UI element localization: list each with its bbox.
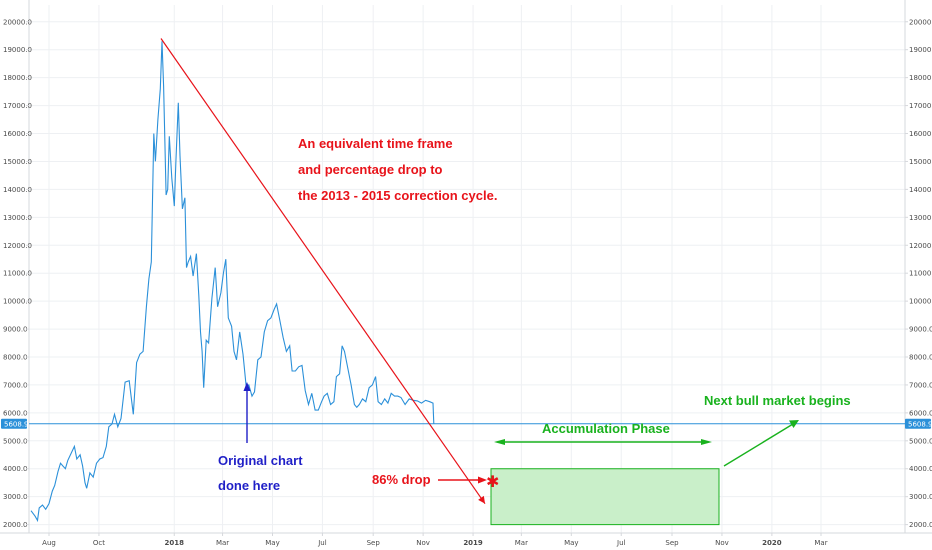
y-tick-label-left: 11000.0 [3,270,32,278]
peak-to-bottom-trend-line [160,38,486,505]
grid [29,5,905,533]
x-tick-label: Sep [665,539,679,547]
x-tick-label: Mar [216,539,229,547]
y-tick-label-left: 14000.0 [3,186,32,194]
price-tag-left-text: 5608.9 [4,420,29,428]
y-tick-labels-right: 2000.0 3000.0 4000.0 5000.0 6000.0 7000.0 8000… [905,18,932,529]
y-tick-label-left: 10000.0 [3,298,32,306]
y-tick-label-left: 12000.0 [3,242,32,250]
y-tick-label-right: 20000.0 [909,18,932,26]
y-tick-label-left: 15000.0 [3,158,32,166]
y-tick-label-right: 16000.0 [909,130,932,138]
annotation-accumulation-label: Accumulation Phase [542,421,670,436]
y-tick-label-left: 2000.0 [3,521,28,529]
x-tick-label: Oct [93,539,105,547]
axes [0,0,932,534]
x-tick-label: Nov [416,539,430,547]
x-tick-label: Nov [715,539,729,547]
x-tick-label: Mar [814,539,827,547]
x-tick-labels: Aug Oct 2018 Mar May Jul Sep Nov 2019 Mar May Jul Se… [42,533,828,547]
y-tick-label-right: 5000.0 [909,437,932,445]
y-tick-label-left: 7000.0 [3,381,28,389]
y-tick-label-left: 16000.0 [3,130,32,138]
x-tick-label: Jul [317,539,327,547]
y-tick-label-right: 14000.0 [909,186,932,194]
y-tick-label-left: 17000.0 [3,102,32,110]
bull-market-arrow-line [723,423,794,467]
y-tick-label-left: 5000.0 [3,437,28,445]
y-tick-label-right: 4000.0 [909,465,932,473]
y-tick-label-right: 12000.0 [909,242,932,250]
y-tick-label-right: 11000.0 [909,270,932,278]
y-tick-label-right: 3000.0 [909,493,932,501]
x-tick-label: 2019 [463,539,483,547]
y-tick-label-right: 13000.0 [909,214,932,222]
x-tick-label: May [564,539,578,547]
price-series-line [30,41,435,523]
y-tick-label-right: 6000.0 [909,409,932,417]
annotation-bull-market-label: Next bull market begins [704,393,851,408]
y-tick-label-left: 19000.0 [3,46,32,54]
y-tick-label-right: 9000.0 [909,326,932,334]
x-tick-label: Mar [515,539,528,547]
annotation-main-line-3: the 2013 - 2015 correction cycle. [298,188,497,203]
x-tick-label: Aug [42,539,56,547]
y-tick-label-left: 13000.0 [3,214,32,222]
y-tick-label-right: 19000.0 [909,46,932,54]
bull-market-arrowhead [789,420,799,428]
x-tick-label: Sep [367,539,381,547]
price-tag-right-text: 5608.9 [908,420,932,428]
accumulation-box [490,468,720,526]
original-chart-arrowhead [243,382,251,391]
bottom-asterisk-icon: ✱ [486,472,499,491]
x-tick-label: May [265,539,279,547]
y-tick-label-left: 20000.0 [3,18,32,26]
annotation-original-chart-line-2: done here [218,478,280,493]
x-tick-label: 2018 [165,539,185,547]
annotation-main-line-2: and percentage drop to [298,162,443,177]
annotation-main-line-1: An equivalent time frame [298,136,453,151]
drop-arrowhead [478,476,487,484]
y-tick-label-left: 18000.0 [3,74,32,82]
trend-arrowhead [478,495,485,504]
x-tick-label: 2020 [762,539,782,547]
y-tick-label-right: 2000.0 [909,521,932,529]
y-tick-label-right: 10000.0 [909,298,932,306]
y-tick-label-right: 8000.0 [909,354,932,362]
y-tick-label-left: 9000.0 [3,326,28,334]
y-tick-label-left: 8000.0 [3,354,28,362]
y-tick-labels-left: 2000.0 3000.0 4000.0 5000.0 6000.0 7000.0 8000… [3,18,32,529]
annotation-drop-label: 86% drop [372,472,431,487]
accumulation-double-arrow [494,439,712,445]
price-tag-right: 5608.9 [905,418,932,429]
y-tick-label-right: 7000.0 [909,381,932,389]
y-tick-label-left: 3000.0 [3,493,28,501]
annotation-original-chart-line-1: Original chart [218,453,303,468]
y-tick-label-left: 6000.0 [3,409,28,417]
x-tick-label: Jul [616,539,626,547]
y-tick-label-left: 4000.0 [3,465,28,473]
y-tick-label-right: 18000.0 [909,74,932,82]
price-tag-left: 5608.9 [1,418,29,429]
y-tick-label-right: 17000.0 [909,102,932,110]
y-tick-label-right: 15000.0 [909,158,932,166]
